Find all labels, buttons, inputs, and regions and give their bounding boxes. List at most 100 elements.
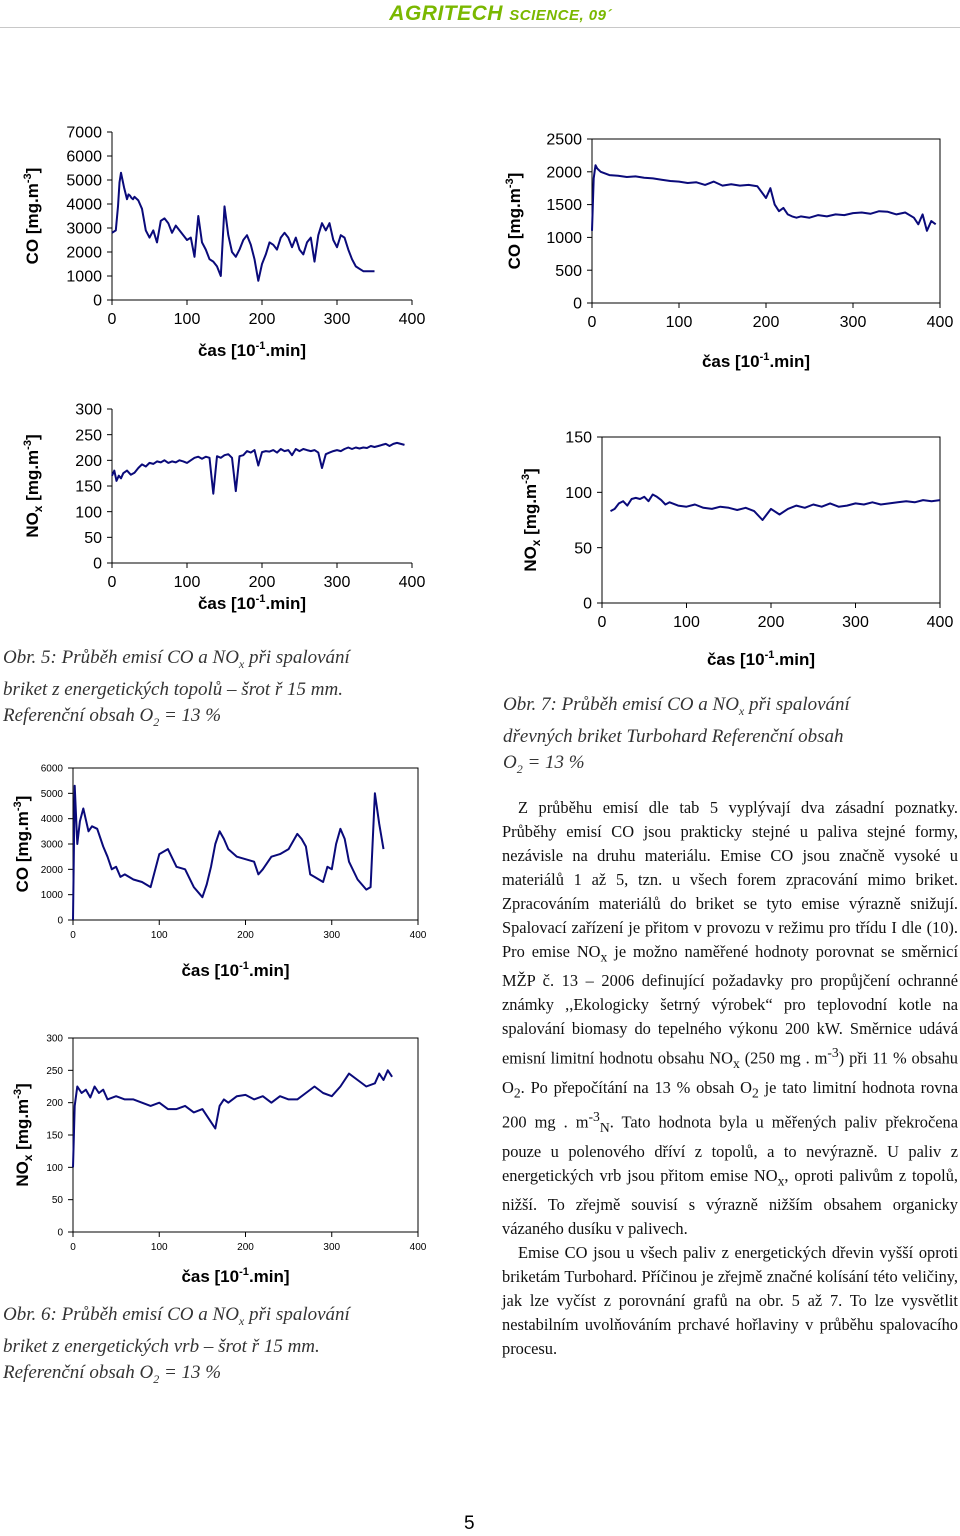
x-tick-label: 100 (174, 311, 201, 328)
x-tick-label: 200 (237, 1242, 254, 1253)
x-tick-label: 300 (840, 314, 867, 331)
x-tick-label: 400 (399, 311, 426, 328)
y-tick-label: 5000 (41, 789, 64, 800)
y-tick-label: 500 (555, 263, 582, 280)
x-tick-label: 0 (108, 311, 117, 328)
x-tick-label: 0 (70, 930, 76, 941)
y-tick-label: 150 (46, 1131, 63, 1142)
chart-fig7-co: 0 500 1000 1500 2000 2500 0 100 200 300 400 CO [mg.… (504, 132, 954, 371)
x-tick-label: 200 (758, 614, 785, 631)
page-number: 5 (464, 1513, 475, 1534)
paragraph-1: Z průběhu emisí dle tab 5 vyplývají dva … (502, 798, 958, 1239)
y-tick-label: 200 (46, 1098, 63, 1109)
y-axis-label: NOx [mg.m-3] (22, 434, 45, 537)
y-tick-label: 250 (75, 427, 102, 444)
chart-fig6-nox: 0 50 100 150 200 250 300 0 100 200 300 400 NOx [mg.m… (12, 1034, 427, 1287)
y-tick-label: 1500 (546, 197, 582, 214)
y-tick-label: 0 (57, 916, 63, 927)
header-rule (0, 27, 960, 28)
series-line (610, 493, 941, 521)
x-tick-label: 0 (108, 574, 117, 591)
chart-fig5-nox: 0 50 100 150 200 250 300 0 100 200 300 400 NOx [mg.m… (22, 402, 426, 613)
y-tick-label: 6000 (66, 149, 102, 166)
x-tick-label: 200 (249, 574, 276, 591)
y-tick-label: 7000 (66, 125, 102, 142)
x-tick-label: 200 (249, 311, 276, 328)
x-tick-label: 200 (237, 930, 254, 941)
series-line (72, 784, 385, 921)
series-line (72, 1069, 393, 1168)
y-tick-label: 50 (52, 1195, 64, 1206)
y-axis-label: CO [mg.m-3] (22, 168, 42, 265)
caption-fig5: Obr. 5: Průběh emisí CO a NOx při spalov… (3, 647, 350, 729)
x-axis-label: čas [10-1.min] (181, 1266, 289, 1286)
y-tick-label: 300 (75, 402, 102, 419)
x-tick-label: 400 (927, 314, 954, 331)
y-tick-label: 1000 (66, 269, 102, 286)
journal-sub: SCIENCE, 09´ (509, 7, 612, 24)
y-tick-label: 0 (573, 296, 582, 313)
plot-frame (72, 767, 419, 921)
y-tick-label: 4000 (66, 197, 102, 214)
journal-title: AGRITECH SCIENCE, 09´ (389, 2, 612, 26)
y-tick-label: 0 (57, 1228, 63, 1239)
x-tick-label: 0 (588, 314, 597, 331)
x-tick-label: 400 (410, 1242, 427, 1253)
x-tick-label: 100 (673, 614, 700, 631)
y-tick-label: 2000 (66, 245, 102, 262)
y-tick-label: 0 (93, 293, 102, 310)
y-tick-label: 0 (583, 596, 592, 613)
y-tick-label: 50 (574, 540, 592, 557)
y-tick-label: 150 (75, 479, 102, 496)
y-tick-label: 5000 (66, 173, 102, 190)
caption-fig6: Obr. 6: Průběh emisí CO a NOx při spalov… (3, 1304, 350, 1386)
x-axis-label: čas [10-1.min] (198, 340, 306, 360)
x-tick-label: 100 (151, 930, 168, 941)
x-tick-label: 100 (174, 574, 201, 591)
series-line (111, 171, 375, 282)
y-tick-label: 4000 (41, 814, 64, 825)
y-tick-label: 200 (75, 453, 102, 470)
y-tick-label: 100 (75, 504, 102, 521)
plot-frame (591, 138, 941, 304)
x-tick-label: 400 (927, 614, 954, 631)
x-tick-label: 100 (151, 1242, 168, 1253)
y-tick-label: 3000 (66, 221, 102, 238)
y-tick-label: 100 (565, 485, 592, 502)
series-line (111, 441, 405, 495)
x-tick-label: 400 (410, 930, 427, 941)
y-tick-label: 1000 (546, 230, 582, 247)
series-line (591, 164, 937, 232)
x-axis-label: čas [10-1.min] (198, 593, 306, 613)
y-axis-label: CO [mg.m-3] (504, 173, 524, 270)
y-tick-label: 50 (84, 530, 102, 547)
chart-fig6-co: 0 1000 2000 3000 4000 5000 6000 0 100 200 300 400 CO… (12, 764, 427, 981)
x-tick-label: 300 (324, 574, 351, 591)
x-tick-label: 400 (399, 574, 426, 591)
chart-fig5-co: 0 1000 2000 3000 4000 5000 6000 7000 0 100 200 300 4… (22, 125, 426, 360)
y-tick-label: 150 (565, 430, 592, 447)
y-axis-label: CO [mg.m-3] (12, 796, 32, 893)
x-axis-label: čas [10-1.min] (707, 649, 815, 669)
y-tick-label: 6000 (41, 764, 64, 775)
x-axis-label: čas [10-1.min] (702, 351, 810, 371)
page-header: AGRITECH SCIENCE, 09´ (0, 0, 960, 32)
plot-frame (72, 1037, 419, 1233)
caption-fig7: Obr. 7: Průběh emisí CO a NOx při spalov… (503, 694, 850, 776)
y-tick-label: 250 (46, 1066, 63, 1077)
x-tick-label: 100 (666, 314, 693, 331)
y-tick-label: 100 (46, 1163, 63, 1174)
y-tick-label: 2500 (546, 132, 582, 149)
paragraph-2: Emise CO jsou u všech paliv z energetick… (502, 1243, 958, 1359)
y-axis-label: NOx [mg.m-3] (12, 1083, 35, 1186)
y-axis-label: NOx [mg.m-3] (520, 468, 543, 571)
chart-fig7-nox: 0 50 100 150 0 100 200 300 400 NOx [mg.m-3] čas [1… (520, 430, 954, 669)
x-tick-label: 300 (323, 1242, 340, 1253)
plot-frame (601, 436, 941, 604)
journal-main: AGRITECH (389, 2, 503, 25)
y-tick-label: 2000 (41, 865, 64, 876)
y-tick-label: 2000 (546, 164, 582, 181)
y-tick-label: 0 (93, 556, 102, 573)
x-tick-label: 300 (323, 930, 340, 941)
x-tick-label: 0 (70, 1242, 76, 1253)
